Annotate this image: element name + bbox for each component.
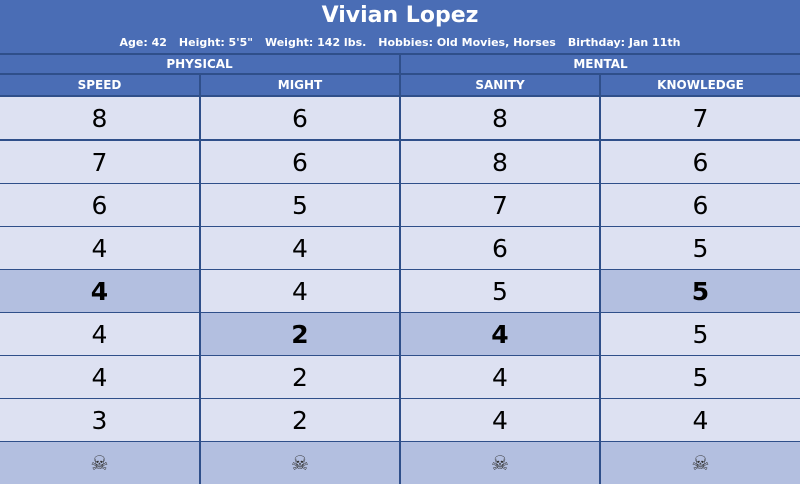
sanity-track-value[interactable]: 6 <box>401 227 599 269</box>
knowledge-track-value[interactable]: 5 <box>601 227 800 269</box>
might-start-value[interactable]: 2 <box>201 313 399 355</box>
physical-group-header: PHYSICAL <box>0 55 399 73</box>
character-name: Vivian Lopez <box>321 3 479 28</box>
character-header: Vivian Lopez Age: 42 Height: 5'5" Weight: … <box>0 0 800 53</box>
might-track-value[interactable]: 4 <box>201 270 399 312</box>
knowledge-track-value[interactable]: 5 <box>601 313 800 355</box>
sanity-track-value[interactable]: 7 <box>401 184 599 226</box>
might-track-value[interactable]: 2 <box>201 399 399 441</box>
might-track-value[interactable]: 6 <box>201 141 399 183</box>
might-track-value[interactable]: 2 <box>201 356 399 398</box>
mental-group-header: MENTAL <box>401 55 800 73</box>
speed-column-header: SPEED <box>0 75 199 95</box>
might-track-value[interactable]: 6 <box>201 97 399 139</box>
sanity-column-header: SANITY <box>401 75 599 95</box>
skull-icon: ☠ <box>291 451 309 475</box>
knowledge-track-value[interactable]: 6 <box>601 141 800 183</box>
sanity-track-value[interactable]: 4 <box>401 399 599 441</box>
knowledge-track-value[interactable]: 7 <box>601 97 800 139</box>
character-info: Age: 42 Height: 5'5" Weight: 142 lbs. Hobbi… <box>0 36 800 50</box>
speed-track-value[interactable]: 7 <box>0 141 199 183</box>
speed-start-value[interactable]: 4 <box>0 270 199 312</box>
might-track-value[interactable]: 5 <box>201 184 399 226</box>
weight-text: Weight: 142 lbs. <box>264 36 367 49</box>
speed-track-value[interactable]: 4 <box>0 313 199 355</box>
age-text: Age: 42 <box>119 36 167 49</box>
sanity-track-value[interactable]: 4 <box>401 356 599 398</box>
sanity-death-cell[interactable]: ☠ <box>401 442 599 484</box>
birthday-text: Birthday: Jan 11th <box>567 36 681 49</box>
skull-icon: ☠ <box>491 451 509 475</box>
speed-track-value[interactable]: 3 <box>0 399 199 441</box>
knowledge-track-value[interactable]: 4 <box>601 399 800 441</box>
might-column-header: MIGHT <box>201 75 399 95</box>
sanity-track-value[interactable]: 5 <box>401 270 599 312</box>
knowledge-track-value[interactable]: 5 <box>601 356 800 398</box>
sanity-start-value[interactable]: 4 <box>401 313 599 355</box>
might-track-value[interactable]: 4 <box>201 227 399 269</box>
knowledge-column-header: KNOWLEDGE <box>601 75 800 95</box>
knowledge-death-cell[interactable]: ☠ <box>601 442 800 484</box>
sanity-track-value[interactable]: 8 <box>401 97 599 139</box>
hobbies-text: Hobbies: Old Movies, Horses <box>378 36 556 49</box>
skull-icon: ☠ <box>90 451 109 475</box>
speed-track-value[interactable]: 4 <box>0 356 199 398</box>
knowledge-track-value[interactable]: 6 <box>601 184 800 226</box>
speed-track-value[interactable]: 6 <box>0 184 199 226</box>
sanity-track-value[interactable]: 8 <box>401 141 599 183</box>
height-text: Height: 5'5" <box>178 36 253 49</box>
skull-icon: ☠ <box>691 451 710 475</box>
speed-track-value[interactable]: 8 <box>0 97 199 139</box>
speed-death-cell[interactable]: ☠ <box>0 442 199 484</box>
knowledge-start-value[interactable]: 5 <box>601 270 800 312</box>
might-death-cell[interactable]: ☠ <box>201 442 399 484</box>
speed-track-value[interactable]: 4 <box>0 227 199 269</box>
